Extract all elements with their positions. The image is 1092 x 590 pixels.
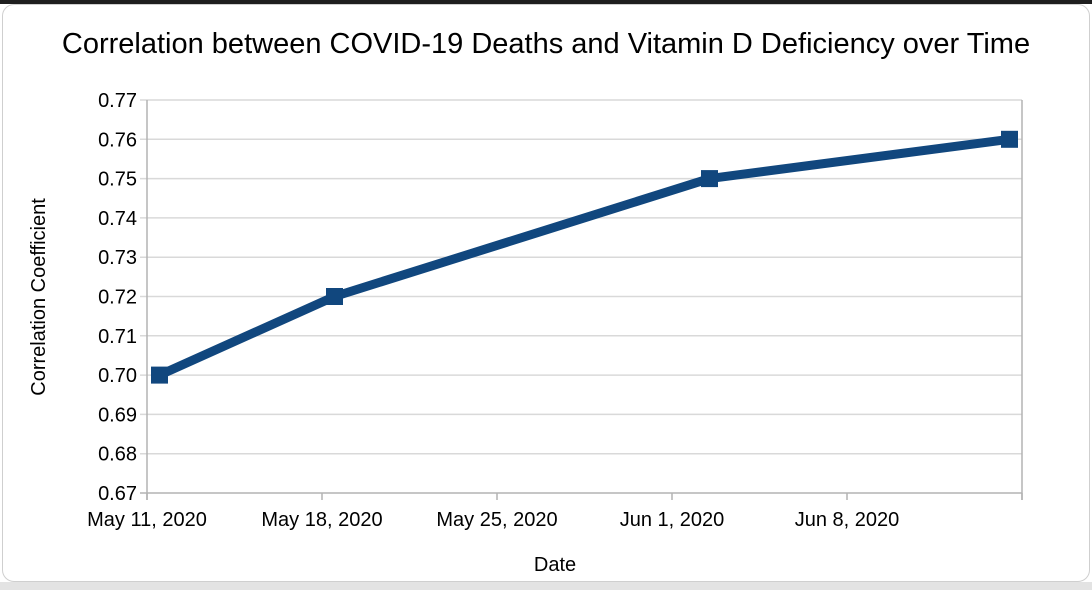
y-tick-label: 0.70 [98, 365, 137, 387]
grid-layer [140, 99, 1022, 455]
y-tick-label: 0.73 [98, 247, 137, 269]
data-point-marker [701, 170, 718, 188]
y-tick-label: 0.68 [98, 444, 137, 466]
y-tick-label: 0.74 [98, 208, 137, 230]
data-point-marker [151, 366, 168, 384]
x-axis-title: Date [534, 554, 576, 576]
y-tick-label: 0.71 [98, 326, 137, 348]
x-tick-label: Jun 8, 2020 [795, 509, 900, 531]
series-line [155, 134, 1014, 380]
y-tick-label: 0.67 [98, 483, 137, 505]
x-tick-label: Jun 1, 2020 [620, 509, 725, 531]
window-top-edge [0, 0, 1092, 4]
y-tick-label: 0.77 [98, 90, 137, 112]
y-tick-label: 0.75 [98, 169, 137, 191]
y-tick-label: 0.72 [98, 287, 137, 309]
data-point-marker [1001, 130, 1018, 148]
x-tick-label: May 18, 2020 [261, 509, 382, 531]
y-tick-label: 0.69 [98, 404, 137, 426]
chart-title: Correlation between COVID-19 Deaths and … [62, 28, 1030, 60]
tick-label-layer: 0.67 0.68 0.69 0.70 0.71 0.72 0.73 0.74 0.75 0.76… [87, 90, 899, 531]
y-tick-label: 0.76 [98, 129, 137, 151]
x-tick-label: May 11, 2020 [87, 509, 207, 531]
x-tick-label: May 25, 2020 [436, 509, 557, 531]
y-axis-title: Correlation Coefficient [28, 198, 50, 396]
axis-layer [140, 100, 1023, 500]
data-point-marker [326, 288, 343, 305]
window-bottom-edge [0, 582, 1092, 590]
series-layer [151, 130, 1018, 384]
